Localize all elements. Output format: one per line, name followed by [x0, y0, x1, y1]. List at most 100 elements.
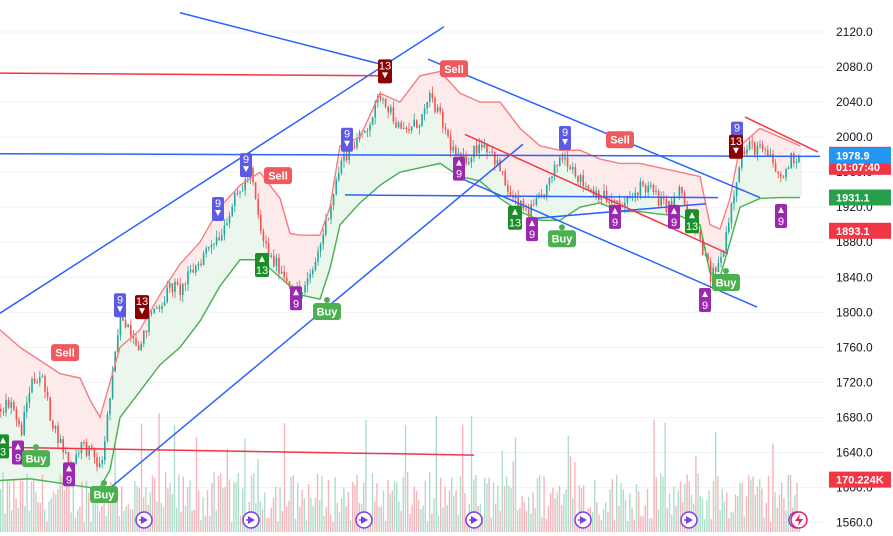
support-fill — [98, 466, 100, 488]
support-fill — [388, 107, 390, 181]
volume-bar — [457, 515, 459, 532]
resistance-fill — [560, 150, 562, 155]
volume-bar — [655, 477, 657, 532]
volume-bar — [536, 477, 539, 532]
td-count-label: 9 — [456, 169, 462, 181]
replay-icon[interactable] — [135, 511, 153, 529]
trend-line[interactable] — [0, 26, 445, 314]
volume-bar — [215, 510, 217, 532]
trend-lines[interactable] — [0, 12, 821, 497]
triangle-down-icon — [139, 308, 145, 315]
resistance-fill — [616, 162, 618, 206]
volume-bar — [631, 507, 633, 532]
play-arrow[interactable] — [580, 516, 587, 524]
trend-line[interactable] — [464, 133, 729, 255]
resistance-fill — [164, 288, 166, 297]
play-arrow[interactable] — [686, 516, 693, 524]
support-fill — [416, 123, 418, 169]
buy-signal-label: Buy — [317, 306, 339, 318]
price-axis[interactable]: 2120.02080.02040.02000.01960.01920.01880… — [836, 25, 873, 530]
trend-line[interactable] — [99, 143, 524, 497]
trend-line[interactable] — [744, 116, 819, 153]
trend-line[interactable] — [0, 153, 821, 158]
resistance-fill — [682, 172, 684, 197]
resistance-fill — [410, 88, 412, 129]
volume-bar — [756, 486, 759, 532]
volume-bar — [220, 473, 222, 532]
volume-bar — [539, 475, 541, 532]
resistance-fill — [448, 80, 450, 141]
volume-bar — [96, 487, 99, 532]
volume-bar — [525, 510, 528, 532]
candle-body — [208, 247, 210, 249]
price-badge-box — [829, 222, 891, 239]
play-arrow[interactable] — [248, 516, 255, 524]
volume-bar — [209, 516, 211, 532]
support-fill — [194, 267, 196, 329]
trend-line[interactable] — [179, 12, 379, 65]
trend-line[interactable] — [344, 194, 719, 199]
resistance-fill — [444, 75, 446, 131]
resistance-fill — [550, 148, 552, 181]
volume-bar — [778, 494, 781, 532]
flash-bolt[interactable] — [795, 514, 803, 526]
price-badge-label: 170.224K — [836, 475, 884, 487]
candle-body — [525, 208, 527, 210]
resistance-fill — [648, 165, 650, 189]
candle-body — [44, 376, 46, 392]
volume-bar — [624, 499, 627, 532]
resistance-fill — [432, 73, 434, 103]
resistance-fill — [72, 376, 74, 462]
resistance-fill — [438, 71, 440, 116]
flash-icon[interactable] — [790, 511, 808, 529]
support-fill — [510, 198, 512, 206]
support-fill — [126, 322, 128, 410]
volume-bar — [184, 505, 187, 532]
volume-bar — [781, 482, 783, 532]
replay-icon[interactable] — [680, 511, 698, 529]
candle-body — [140, 343, 142, 351]
support-fill — [380, 93, 382, 186]
candle-body — [585, 185, 587, 187]
volume-bar — [312, 506, 314, 532]
td-count-box — [135, 295, 149, 320]
play-arrow[interactable] — [361, 516, 368, 524]
trend-line[interactable] — [0, 72, 381, 77]
replay-icon[interactable] — [465, 511, 483, 529]
candle-body — [314, 261, 317, 270]
volume-bar — [574, 461, 576, 532]
candle-body — [184, 283, 187, 285]
support-fill — [246, 179, 248, 260]
td-count-box — [775, 203, 787, 228]
replay-icon[interactable] — [574, 511, 592, 529]
support-fill — [754, 147, 756, 202]
volume-bar — [519, 508, 521, 532]
replay-icons[interactable] — [135, 511, 808, 529]
td-count-label: 9 — [293, 298, 299, 310]
resistance-fill — [766, 130, 768, 156]
volume-bar — [24, 506, 26, 532]
support-fill — [540, 198, 542, 221]
support-fill — [800, 154, 802, 198]
replay-icon[interactable] — [355, 511, 373, 529]
trend-line[interactable] — [0, 446, 475, 456]
y-tick-label: 2040.0 — [836, 95, 873, 109]
trend-line[interactable] — [427, 58, 761, 199]
support-fill — [410, 128, 412, 170]
volume-bar — [765, 502, 767, 532]
support-fill — [158, 305, 160, 368]
play-arrow[interactable] — [471, 516, 478, 524]
support-fill — [364, 130, 366, 200]
triangle-up-icon — [15, 443, 21, 450]
support-fill — [240, 189, 242, 260]
support-fill — [494, 159, 496, 194]
support-fill — [132, 333, 134, 402]
trend-line[interactable] — [454, 174, 758, 308]
play-arrow[interactable] — [141, 516, 148, 524]
support-fill — [438, 115, 440, 164]
replay-icon[interactable] — [242, 511, 260, 529]
volume-bar — [198, 490, 200, 532]
volume-bar — [717, 476, 719, 532]
candle-body — [374, 102, 376, 118]
